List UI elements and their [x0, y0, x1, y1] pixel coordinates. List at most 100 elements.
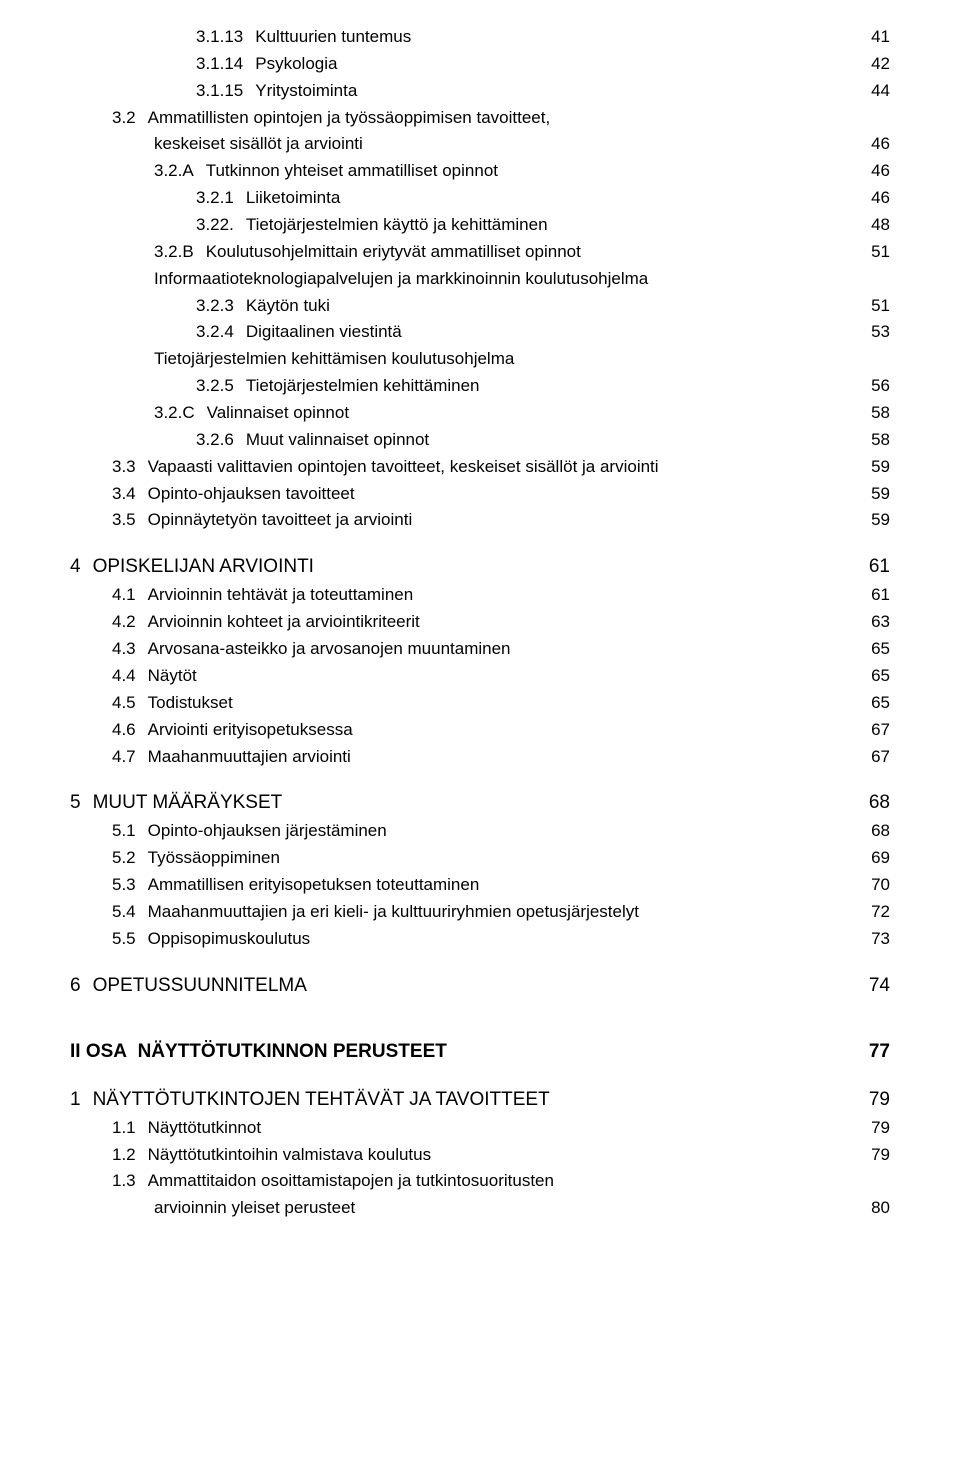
toc-number: 4.7	[112, 744, 148, 771]
toc-entry: 5.2Työssäoppiminen	[70, 845, 851, 872]
toc-page-number: 73	[851, 926, 890, 953]
toc-entry: 6OPETUSSUUNNITELMA	[70, 971, 849, 1001]
toc-number: 3.2.3	[196, 293, 246, 320]
toc-page-number: 68	[851, 818, 890, 845]
toc-entry: 5.5Oppisopimuskoulutus	[70, 926, 851, 953]
toc-entry: 3.22.Tietojärjestelmien käyttö ja kehitt…	[70, 212, 851, 239]
toc-page-number: 42	[851, 51, 890, 78]
toc-entry: 3.3Vapaasti valittavien opintojen tavoit…	[70, 454, 851, 481]
toc-title: Ammatillisten opintojen ja työssäoppimis…	[148, 105, 870, 132]
toc-title: Opinto-ohjauksen järjestäminen	[148, 818, 851, 845]
toc-number: 5.2	[112, 845, 148, 872]
toc-title: Näytöt	[148, 663, 851, 690]
toc-number: 5.5	[112, 926, 148, 953]
toc-row: 4.7Maahanmuuttajien arviointi67	[70, 744, 890, 771]
toc-number: 3.1.14	[196, 51, 255, 78]
toc-title: Oppisopimuskoulutus	[148, 926, 851, 953]
toc-number: 3.2.6	[196, 427, 246, 454]
toc-entry: 3.4Opinto-ohjauksen tavoitteet	[70, 481, 851, 508]
toc-entry: 3.1.13Kulttuurien tuntemus	[70, 24, 851, 51]
toc-row: arvioinnin yleiset perusteet80	[70, 1195, 890, 1222]
toc-page-number: 67	[851, 717, 890, 744]
toc-number: 4.3	[112, 636, 148, 663]
toc-row: 5.2Työssäoppiminen69	[70, 845, 890, 872]
toc-entry: 4.1Arvioinnin tehtävät ja toteuttaminen	[70, 582, 851, 609]
toc-number: 3.1.13	[196, 24, 255, 51]
toc-page-number: 72	[851, 899, 890, 926]
toc-entry: 3.2.6Muut valinnaiset opinnot	[70, 427, 851, 454]
toc-page-number: 65	[851, 690, 890, 717]
toc-entry: II OSA NÄYTTÖTUTKINNON PERUSTEET	[70, 1037, 849, 1067]
toc-page-number: 51	[851, 293, 890, 320]
toc-entry: 3.2.CValinnaiset opinnot	[70, 400, 851, 427]
toc-entry: 3.2.3Käytön tuki	[70, 293, 851, 320]
toc-row: 6OPETUSSUUNNITELMA74	[70, 971, 890, 1001]
toc-row: 3.2.4Digitaalinen viestintä53	[70, 319, 890, 346]
toc-row: 3.4Opinto-ohjauksen tavoitteet59	[70, 481, 890, 508]
toc-row: Informaatioteknologiapalvelujen ja markk…	[70, 266, 890, 293]
toc-title: arvioinnin yleiset perusteet	[154, 1195, 851, 1222]
toc-title: Ammatillisen erityisopetuksen toteuttami…	[148, 872, 851, 899]
toc-number: 4.2	[112, 609, 148, 636]
toc-page-number: 79	[851, 1115, 890, 1142]
toc-entry: 5.4Maahanmuuttajien ja eri kieli- ja kul…	[70, 899, 851, 926]
toc-row: 4OPISKELIJAN ARVIOINTI61	[70, 552, 890, 582]
toc-number: 3.2.A	[154, 158, 206, 185]
toc-number: 4.1	[112, 582, 148, 609]
toc-number: 1	[70, 1085, 93, 1115]
toc-row: 4.4Näytöt65	[70, 663, 890, 690]
toc-page-number: 65	[851, 663, 890, 690]
toc-entry: 3.1.15Yritystoiminta	[70, 78, 851, 105]
toc-page-number: 59	[851, 507, 890, 534]
toc-number: 3.2.5	[196, 373, 246, 400]
toc-title: Yritystoiminta	[255, 78, 851, 105]
toc-title: Vapaasti valittavien opintojen tavoittee…	[148, 454, 851, 481]
toc-entry: Tietojärjestelmien kehittämisen koulutus…	[70, 346, 870, 373]
toc-number: 1.2	[112, 1142, 148, 1169]
toc-title: Näyttötutkintoihin valmistava koulutus	[148, 1142, 851, 1169]
toc-title: NÄYTTÖTUTKINTOJEN TEHTÄVÄT JA TAVOITTEET	[93, 1085, 849, 1115]
toc-page-number: 56	[851, 373, 890, 400]
toc-entry: 1.3Ammattitaidon osoittamistapojen ja tu…	[70, 1168, 870, 1195]
toc-number: 5	[70, 788, 93, 818]
toc-number: 1.3	[112, 1168, 148, 1195]
toc-title: II OSA NÄYTTÖTUTKINNON PERUSTEET	[70, 1037, 849, 1067]
toc-entry: 4.2Arvioinnin kohteet ja arviointikritee…	[70, 609, 851, 636]
toc-entry: 5.3Ammatillisen erityisopetuksen toteutt…	[70, 872, 851, 899]
toc-number: 5.1	[112, 818, 148, 845]
toc-page-number: 79	[849, 1085, 890, 1115]
toc-number: 5.4	[112, 899, 148, 926]
toc-title: Arvioinnin kohteet ja arviointikriteerit	[148, 609, 851, 636]
toc-number: 4.4	[112, 663, 148, 690]
toc-row: Tietojärjestelmien kehittämisen koulutus…	[70, 346, 890, 373]
toc-row: 4.5Todistukset65	[70, 690, 890, 717]
toc-page-number: 51	[851, 239, 890, 266]
toc-title: Arviointi erityisopetuksessa	[148, 717, 851, 744]
toc-title: Käytön tuki	[246, 293, 851, 320]
toc-title: Tietojärjestelmien kehittäminen	[246, 373, 851, 400]
toc-entry: 1NÄYTTÖTUTKINTOJEN TEHTÄVÄT JA TAVOITTEE…	[70, 1085, 849, 1115]
toc-row: 3.2.1Liiketoiminta46	[70, 185, 890, 212]
toc-page-number: 59	[851, 454, 890, 481]
toc-page-number: 68	[849, 788, 890, 818]
toc-title: Maahanmuuttajien ja eri kieli- ja kulttu…	[148, 899, 851, 926]
toc-title: Valinnaiset opinnot	[207, 400, 851, 427]
toc-number: 5.3	[112, 872, 148, 899]
toc-title: Arvosana-asteikko ja arvosanojen muuntam…	[148, 636, 851, 663]
toc-number: 3.1.15	[196, 78, 255, 105]
toc-row: 3.2.BKoulutusohjelmittain eriytyvät amma…	[70, 239, 890, 266]
toc-number: 3.5	[112, 507, 148, 534]
toc-entry: 3.5Opinnäytetyön tavoitteet ja arviointi	[70, 507, 851, 534]
toc-row: 4.3Arvosana-asteikko ja arvosanojen muun…	[70, 636, 890, 663]
toc-row: 1.3Ammattitaidon osoittamistapojen ja tu…	[70, 1168, 890, 1195]
toc-page-number: 46	[851, 131, 890, 158]
toc-page-number: 69	[851, 845, 890, 872]
toc-row: 5.5Oppisopimuskoulutus73	[70, 926, 890, 953]
toc-page-number: 46	[851, 158, 890, 185]
toc-title: Ammattitaidon osoittamistapojen ja tutki…	[148, 1168, 870, 1195]
toc-row: 1.2Näyttötutkintoihin valmistava koulutu…	[70, 1142, 890, 1169]
toc-number: 3.2.4	[196, 319, 246, 346]
toc-title: MUUT MÄÄRÄYKSET	[93, 788, 849, 818]
toc-title: Koulutusohjelmittain eriytyvät ammatilli…	[206, 239, 851, 266]
toc-row: 3.1.14Psykologia42	[70, 51, 890, 78]
